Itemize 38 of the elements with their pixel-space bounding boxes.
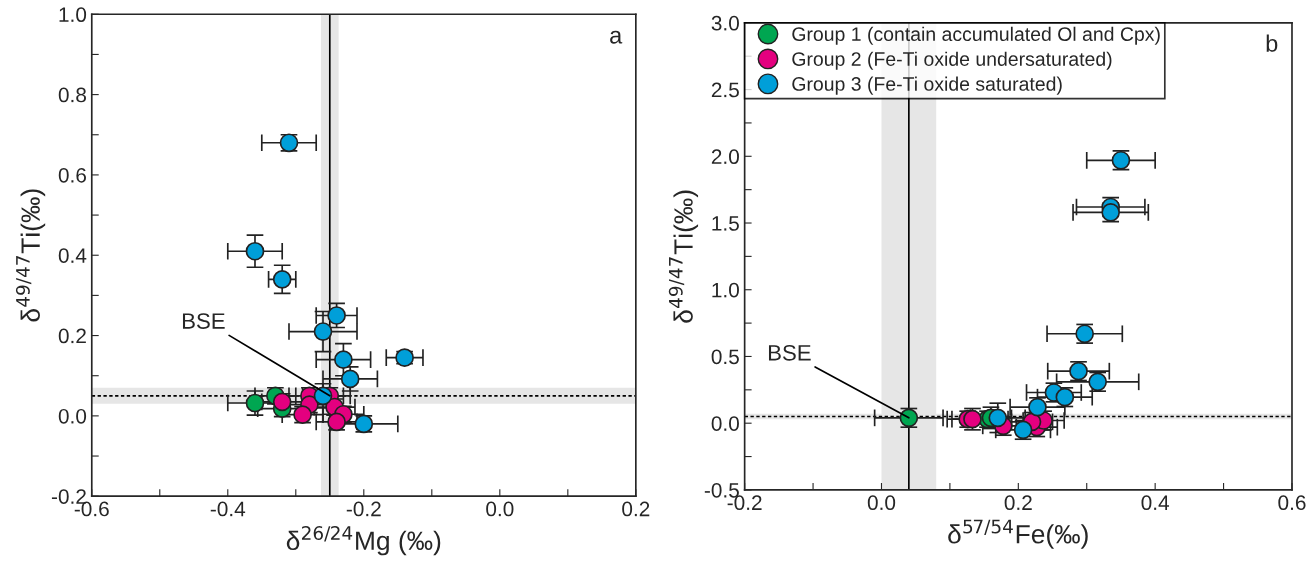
y-tick-label: 0.0: [58, 408, 87, 424]
x-tick-label: 0.6: [1278, 495, 1306, 511]
y-tick-label: 0.6: [58, 167, 86, 183]
point: [313, 322, 333, 341]
y-tick-label: 2.5: [711, 82, 739, 98]
x-tick-label: -0.4: [210, 501, 246, 517]
x-tick-label: 0.0: [486, 501, 514, 517]
point: [334, 350, 353, 369]
y-tick-label: 2.0: [711, 149, 739, 165]
x-tick-label: 0.0: [867, 495, 896, 511]
x-tick-label: 0.2: [1004, 495, 1032, 511]
x-tick-label: 0.2: [622, 501, 650, 517]
y-axis-title: δ$^{49/47}$Ti(‰): [668, 190, 699, 323]
annotation: b: [1266, 34, 1278, 52]
annotation: BSE: [182, 313, 225, 329]
y-tick-label: 0.2: [58, 328, 86, 344]
annotation: BSE: [768, 344, 811, 361]
legend-label: Group 1 (contain accumulated Ol and Cpx): [792, 26, 1160, 45]
y-tick-label: 0.4: [58, 248, 87, 263]
y-tick-label: 1.0: [59, 7, 87, 23]
point: [272, 269, 292, 289]
annotation: a: [610, 30, 623, 44]
y-tick-label: 0.0: [711, 416, 739, 431]
x-axis-title: δ$^{57/54}$Fe(‰): [948, 519, 1088, 549]
x-axis-title: δ$^{26/24}$Mg (‰): [286, 526, 441, 556]
legend-label: Group 2 (Fe-Ti oxide undersaturated): [792, 51, 1112, 70]
y-tick-label: 1.5: [712, 216, 739, 231]
y-tick-label: 1.0: [712, 282, 739, 298]
y-tick-label: 3.0: [711, 15, 739, 31]
y-axis-title: δ$^{49/47}$Ti(‰): [15, 189, 46, 322]
point: [245, 241, 265, 261]
x-tick-label: -0.2: [346, 501, 381, 517]
point: [1028, 397, 1047, 417]
y-tick-label: 0.8: [58, 87, 87, 103]
legend-label: Group 3 (Fe-Ti oxide saturated): [792, 76, 1062, 95]
x-tick-label: 0.4: [1141, 495, 1170, 511]
y-tick-label: 0.5: [711, 349, 739, 365]
point: [327, 306, 346, 325]
